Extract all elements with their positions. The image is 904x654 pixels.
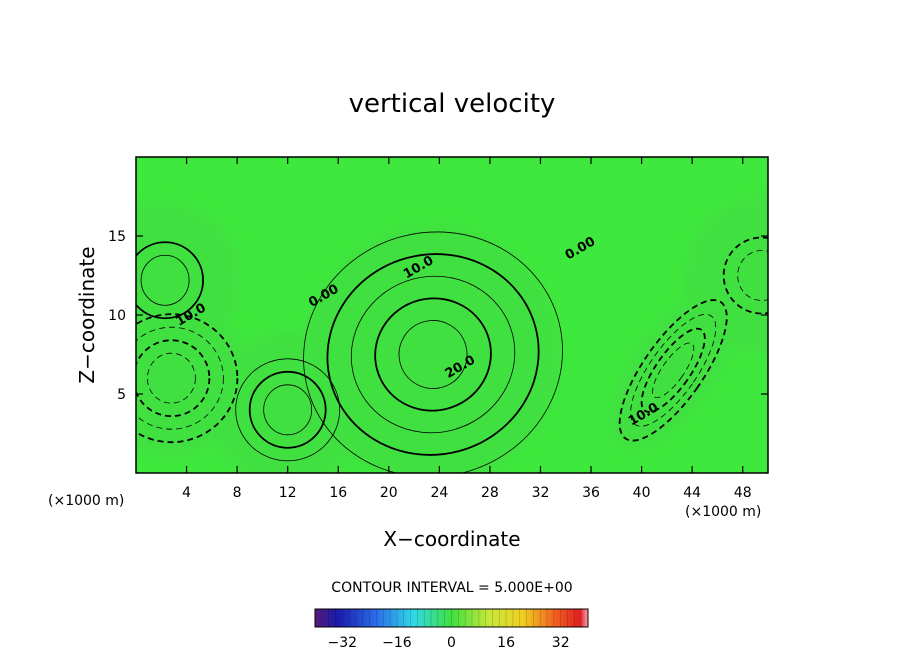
colorbar-tick-label: 16 bbox=[497, 635, 515, 651]
contour-negative bbox=[136, 339, 211, 418]
field-level bbox=[136, 300, 249, 457]
colorbar-tick-label: −16 bbox=[382, 635, 412, 651]
colorbar-gradient bbox=[315, 609, 588, 627]
contour-positive bbox=[398, 320, 468, 389]
contour-negative bbox=[630, 313, 717, 427]
y-tick-label: 10 bbox=[108, 308, 126, 324]
contour-negative bbox=[652, 342, 695, 399]
plot-area bbox=[136, 157, 768, 473]
x-tick-label: 12 bbox=[279, 485, 297, 501]
x-unit-right: (×1000 m) bbox=[685, 504, 761, 520]
x-tick-label: 40 bbox=[633, 485, 651, 501]
contour-negative bbox=[618, 299, 728, 442]
x-tick-label: 16 bbox=[329, 485, 347, 501]
field-level bbox=[609, 289, 738, 451]
contour-negative bbox=[640, 327, 706, 413]
x-tick-label: 32 bbox=[532, 485, 550, 501]
x-tick-label: 28 bbox=[481, 485, 499, 501]
colorbar-ticks: −32 −16 0 16 32 bbox=[328, 635, 570, 651]
contour-positive bbox=[140, 254, 190, 306]
colorbar-tick-label: −32 bbox=[328, 635, 358, 651]
contour-positive bbox=[136, 241, 204, 320]
contour-positive bbox=[350, 275, 516, 434]
contour-positive bbox=[248, 370, 327, 449]
y-axis-ticks: 5 10 15 bbox=[108, 229, 768, 403]
x-unit-left: (×1000 m) bbox=[48, 493, 124, 509]
x-axis-ticks: 4 8 12 16 20 24 28 32 36 40 44 48 bbox=[182, 157, 752, 501]
contour-negative bbox=[136, 313, 239, 444]
colorbar: −32 −16 0 16 32 bbox=[314, 608, 589, 651]
x-tick-label: 8 bbox=[233, 485, 242, 501]
contour-positive bbox=[326, 253, 540, 456]
colorbar-frame bbox=[314, 608, 589, 628]
field-level bbox=[210, 331, 365, 473]
field-level bbox=[684, 197, 768, 354]
y-tick-label: 15 bbox=[108, 229, 126, 245]
contour-negative bbox=[146, 352, 196, 404]
x-tick-label: 24 bbox=[430, 485, 448, 501]
x-tick-label: 20 bbox=[380, 485, 398, 501]
contour-positive bbox=[235, 358, 341, 462]
x-tick-label: 48 bbox=[734, 485, 752, 501]
y-axis-label: Z−coordinate bbox=[75, 246, 99, 383]
contour-positive bbox=[263, 384, 313, 436]
contour-negative bbox=[136, 326, 224, 430]
colorbar-tick-label: 32 bbox=[552, 635, 570, 651]
field-blobs bbox=[136, 197, 768, 473]
colorbar-tick-label: 0 bbox=[447, 635, 456, 651]
x-axis-label: X−coordinate bbox=[383, 527, 520, 551]
field-level bbox=[304, 224, 562, 473]
chart-title: vertical velocity bbox=[349, 89, 556, 119]
y-tick-label: 5 bbox=[117, 387, 126, 403]
contour-interval-label: CONTOUR INTERVAL = 5.000E+00 bbox=[331, 580, 572, 596]
x-tick-label: 4 bbox=[182, 485, 191, 501]
contour-negative bbox=[737, 250, 768, 301]
x-tick-label: 36 bbox=[582, 485, 600, 501]
colorbar-stripes bbox=[314, 609, 589, 627]
x-tick-label: 44 bbox=[683, 485, 701, 501]
contour-positive bbox=[374, 297, 492, 412]
